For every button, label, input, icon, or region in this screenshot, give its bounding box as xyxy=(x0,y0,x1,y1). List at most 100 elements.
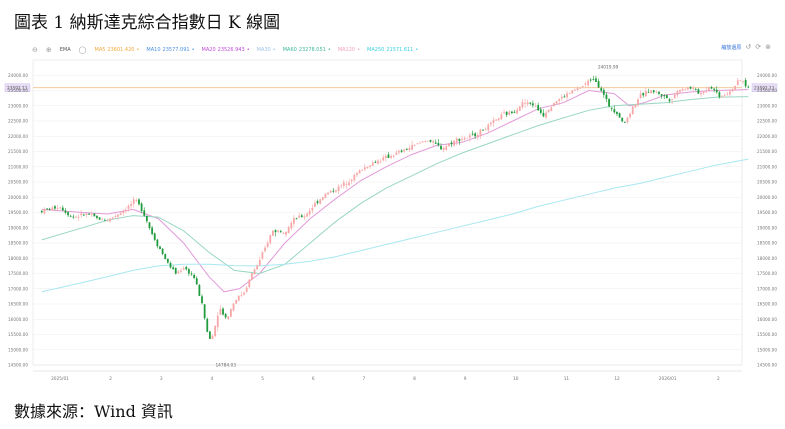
candle-up xyxy=(445,146,448,150)
candle-up xyxy=(390,156,393,158)
candle-up xyxy=(524,103,526,104)
candle-up xyxy=(686,87,689,90)
candle-up xyxy=(526,102,529,105)
close-icon[interactable]: ⊗ xyxy=(765,43,771,51)
legend-label: MA20 xyxy=(201,47,216,53)
candle-up xyxy=(726,93,729,95)
candle-down xyxy=(616,112,618,115)
y-tick-label: 14500.00 xyxy=(8,363,28,368)
candle-down xyxy=(69,215,72,217)
legend-label: MA120 xyxy=(337,47,356,53)
candle-up xyxy=(127,205,130,209)
candle-up xyxy=(426,140,429,142)
candle-up xyxy=(90,213,93,215)
candle-down xyxy=(145,215,148,222)
y-tick-label: 16000.00 xyxy=(757,317,777,322)
candle-up xyxy=(518,106,521,111)
refresh-icon[interactable]: ⟳ xyxy=(755,43,762,51)
ma-line-ma20 xyxy=(41,89,749,293)
minus-icon[interactable]: ⊖ xyxy=(32,46,38,54)
candle-up xyxy=(576,88,579,91)
x-tick-label: 2025/01 xyxy=(51,376,69,382)
chart-legend: ⊖ ⊕ EMA ◯ MA5 23601.420 • MA10 23577.091 • MA2… xyxy=(32,44,418,56)
candle-up xyxy=(692,88,695,90)
candle-down xyxy=(652,90,655,93)
x-axis: 2025/01 2 3 4 5 6 7 8 9 10 11 12 2026/01 2 xyxy=(33,370,742,382)
reset-zoom-button[interactable]: 縮放還原 xyxy=(721,44,742,51)
candle-up xyxy=(350,179,353,182)
candle-up xyxy=(232,303,235,311)
y-tick-label: 21500.00 xyxy=(8,149,28,154)
candle-up xyxy=(702,91,705,94)
annotation-low: 14784.03 xyxy=(215,362,236,368)
candle-up xyxy=(77,216,80,218)
legend-dot: • xyxy=(246,47,250,53)
candle-up xyxy=(229,309,232,317)
figure-title: 圖表 1 納斯達克綜合指數日 K 線圖 xyxy=(14,13,281,33)
legend-ma5[interactable]: MA5 23601.420 • xyxy=(95,47,140,53)
legend-ma120[interactable]: MA120 • xyxy=(338,47,360,53)
source-note: 數據來源：Wind 資訊 xyxy=(14,402,173,421)
current-price-tag-left: 23592.11 xyxy=(7,85,28,91)
candle-up xyxy=(587,80,589,86)
circle-icon[interactable]: ◯ xyxy=(78,46,87,54)
candle-up xyxy=(382,157,385,161)
candle-down xyxy=(434,142,437,144)
candle-down xyxy=(174,267,177,274)
y-tick-label: 20500.00 xyxy=(8,180,28,185)
candle-down xyxy=(374,161,377,163)
y-tick-label: 15500.00 xyxy=(8,332,28,337)
current-price-tag-left-box xyxy=(4,83,31,92)
candle-up xyxy=(361,169,364,171)
candle-down xyxy=(440,145,442,150)
candle-up xyxy=(581,86,584,87)
y-tick-label: 24000.00 xyxy=(8,73,28,78)
candle-up xyxy=(177,271,180,274)
legend-ma250[interactable]: MA250 21571.611 • xyxy=(367,47,418,53)
candle-up xyxy=(324,193,327,199)
candle-down xyxy=(744,80,747,87)
candle-down xyxy=(713,88,716,90)
candle-down xyxy=(605,94,608,100)
candle-up xyxy=(461,138,463,140)
candle-down xyxy=(668,99,671,101)
candle-up xyxy=(413,144,416,146)
candle-down xyxy=(153,233,156,240)
candle-down xyxy=(663,95,666,97)
candle-up xyxy=(256,265,259,270)
candle-down xyxy=(274,230,277,233)
y-tick-label: 21000.00 xyxy=(757,164,777,169)
candle-up xyxy=(503,112,505,114)
candle-up xyxy=(282,232,285,234)
candle-up xyxy=(700,92,702,95)
legend-ma10[interactable]: MA10 23577.091 • xyxy=(146,47,194,53)
legend-ma60[interactable]: MA60 23278.051 • xyxy=(283,47,331,53)
plus-icon[interactable]: ⊕ xyxy=(45,46,52,54)
candle-up xyxy=(626,117,629,123)
legend-ma20[interactable]: MA20 23526.943 • xyxy=(202,47,250,53)
x-tick-label: 2 xyxy=(109,376,112,382)
x-tick-label: 12 xyxy=(614,376,620,382)
candle-down xyxy=(96,216,98,218)
undo-icon[interactable]: ↺ xyxy=(745,43,752,51)
candle-down xyxy=(482,129,484,131)
candle-up xyxy=(363,167,366,170)
candle-up xyxy=(721,96,723,98)
candle-up xyxy=(463,137,466,140)
chart-type-label[interactable]: EMA xyxy=(59,47,71,53)
candle-up xyxy=(345,184,348,185)
candle-down xyxy=(458,138,461,141)
candle-up xyxy=(398,151,400,153)
candle-up xyxy=(392,155,395,157)
candle-up xyxy=(742,81,744,83)
legend-ma30[interactable]: MA30 • xyxy=(257,47,276,53)
x-tick-label: 5 xyxy=(261,376,264,382)
candle-up xyxy=(308,210,311,215)
candle-down xyxy=(710,87,713,89)
candle-up xyxy=(75,216,77,218)
candle-down xyxy=(537,105,540,111)
y-tick-label: 19500.00 xyxy=(8,210,28,215)
candle-down xyxy=(665,95,668,99)
candle-down xyxy=(54,206,56,209)
legend-dot: • xyxy=(357,47,361,53)
